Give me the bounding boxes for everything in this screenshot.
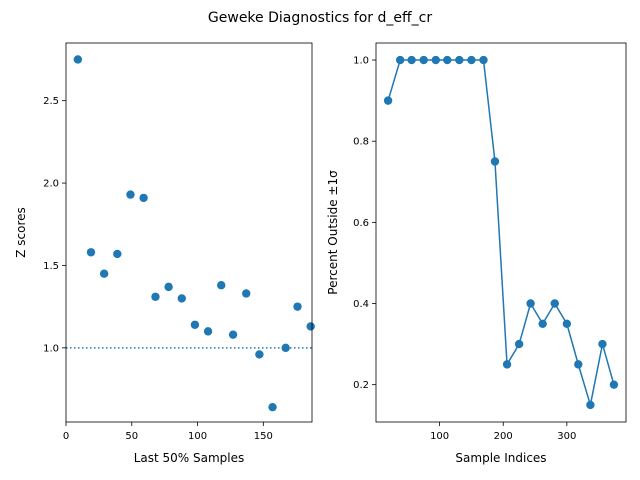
y-tick-label: 1.0 <box>353 56 369 67</box>
data-point <box>479 55 488 65</box>
data-point <box>255 350 264 359</box>
percent-x-ticks: 100 200 300 <box>430 422 576 442</box>
data-point <box>598 339 607 349</box>
x-tick-label: 300 <box>557 431 576 442</box>
data-point <box>306 322 315 331</box>
data-point <box>419 55 428 65</box>
percent-x-label: Sample Indices <box>455 451 546 465</box>
data-point <box>139 193 148 203</box>
data-point <box>574 360 583 369</box>
data-point <box>126 190 135 199</box>
data-point <box>431 55 440 65</box>
y-tick-label: 0.2 <box>353 380 369 391</box>
data-point <box>526 299 535 308</box>
percent-panel: 100 200 300 0.2 0.4 0.6 0.8 1.0 Sample Indices… <box>326 42 627 465</box>
data-point <box>514 339 524 349</box>
data-point <box>562 319 572 329</box>
data-point <box>151 292 160 301</box>
data-point <box>281 343 290 353</box>
zscore-y-ticks: 1.0 1.5 2.0 2.5 <box>43 96 66 354</box>
zscore-axes-frame <box>65 42 313 423</box>
data-point <box>177 294 186 303</box>
data-point <box>455 55 464 65</box>
x-tick-label: 0 <box>63 431 69 442</box>
percent-y-label: Percent Outside ±1σ <box>326 170 340 295</box>
y-tick-label: 0.4 <box>353 299 369 310</box>
y-tick-label: 0.6 <box>353 218 369 229</box>
percent-axes-frame <box>375 42 627 423</box>
data-point <box>395 55 405 65</box>
zscore-marks <box>66 55 315 412</box>
percent-y-ticks: 0.2 0.4 0.6 0.8 1.0 <box>353 56 376 391</box>
x-tick-label: 200 <box>494 431 513 442</box>
data-point <box>443 55 452 65</box>
data-point <box>609 380 619 389</box>
data-point <box>228 330 238 339</box>
data-point <box>383 96 393 105</box>
series-line <box>387 59 615 406</box>
y-tick-label: 1.5 <box>43 261 59 272</box>
data-point <box>407 55 416 65</box>
data-point <box>113 249 122 259</box>
data-point <box>490 157 500 166</box>
figure-title: Geweke Diagnostics for d_eff_cr <box>208 10 432 26</box>
data-point <box>550 299 559 308</box>
data-point <box>86 248 96 257</box>
zscore-y-label: Z scores <box>14 207 28 258</box>
zscore-x-ticks: 0 50 100 150 <box>63 422 273 442</box>
data-point <box>293 302 302 311</box>
x-tick-label: 100 <box>188 431 207 442</box>
y-tick-label: 2.0 <box>43 179 59 190</box>
x-tick-label: 150 <box>254 431 273 442</box>
data-point <box>586 400 595 410</box>
data-point <box>217 281 226 290</box>
percent-marks <box>383 55 619 410</box>
data-point <box>538 319 547 329</box>
zscore-x-label: Last 50% Samples <box>134 451 245 465</box>
y-tick-label: 2.5 <box>43 96 59 107</box>
data-point <box>467 55 476 65</box>
data-point <box>502 360 512 369</box>
x-tick-label: 50 <box>125 431 138 442</box>
data-point <box>73 55 83 64</box>
y-tick-label: 0.8 <box>353 137 369 148</box>
data-point <box>164 282 173 292</box>
zscore-panel: 0 50 100 150 1.01.52.02.5 Last 50% Samples … <box>14 42 315 465</box>
x-tick-label: 100 <box>430 431 449 442</box>
data-point <box>99 269 109 278</box>
y-tick-label: 1.0 <box>43 343 59 354</box>
data-point <box>268 402 277 412</box>
data-point <box>203 327 213 336</box>
data-point <box>190 320 200 329</box>
data-point <box>242 289 251 298</box>
